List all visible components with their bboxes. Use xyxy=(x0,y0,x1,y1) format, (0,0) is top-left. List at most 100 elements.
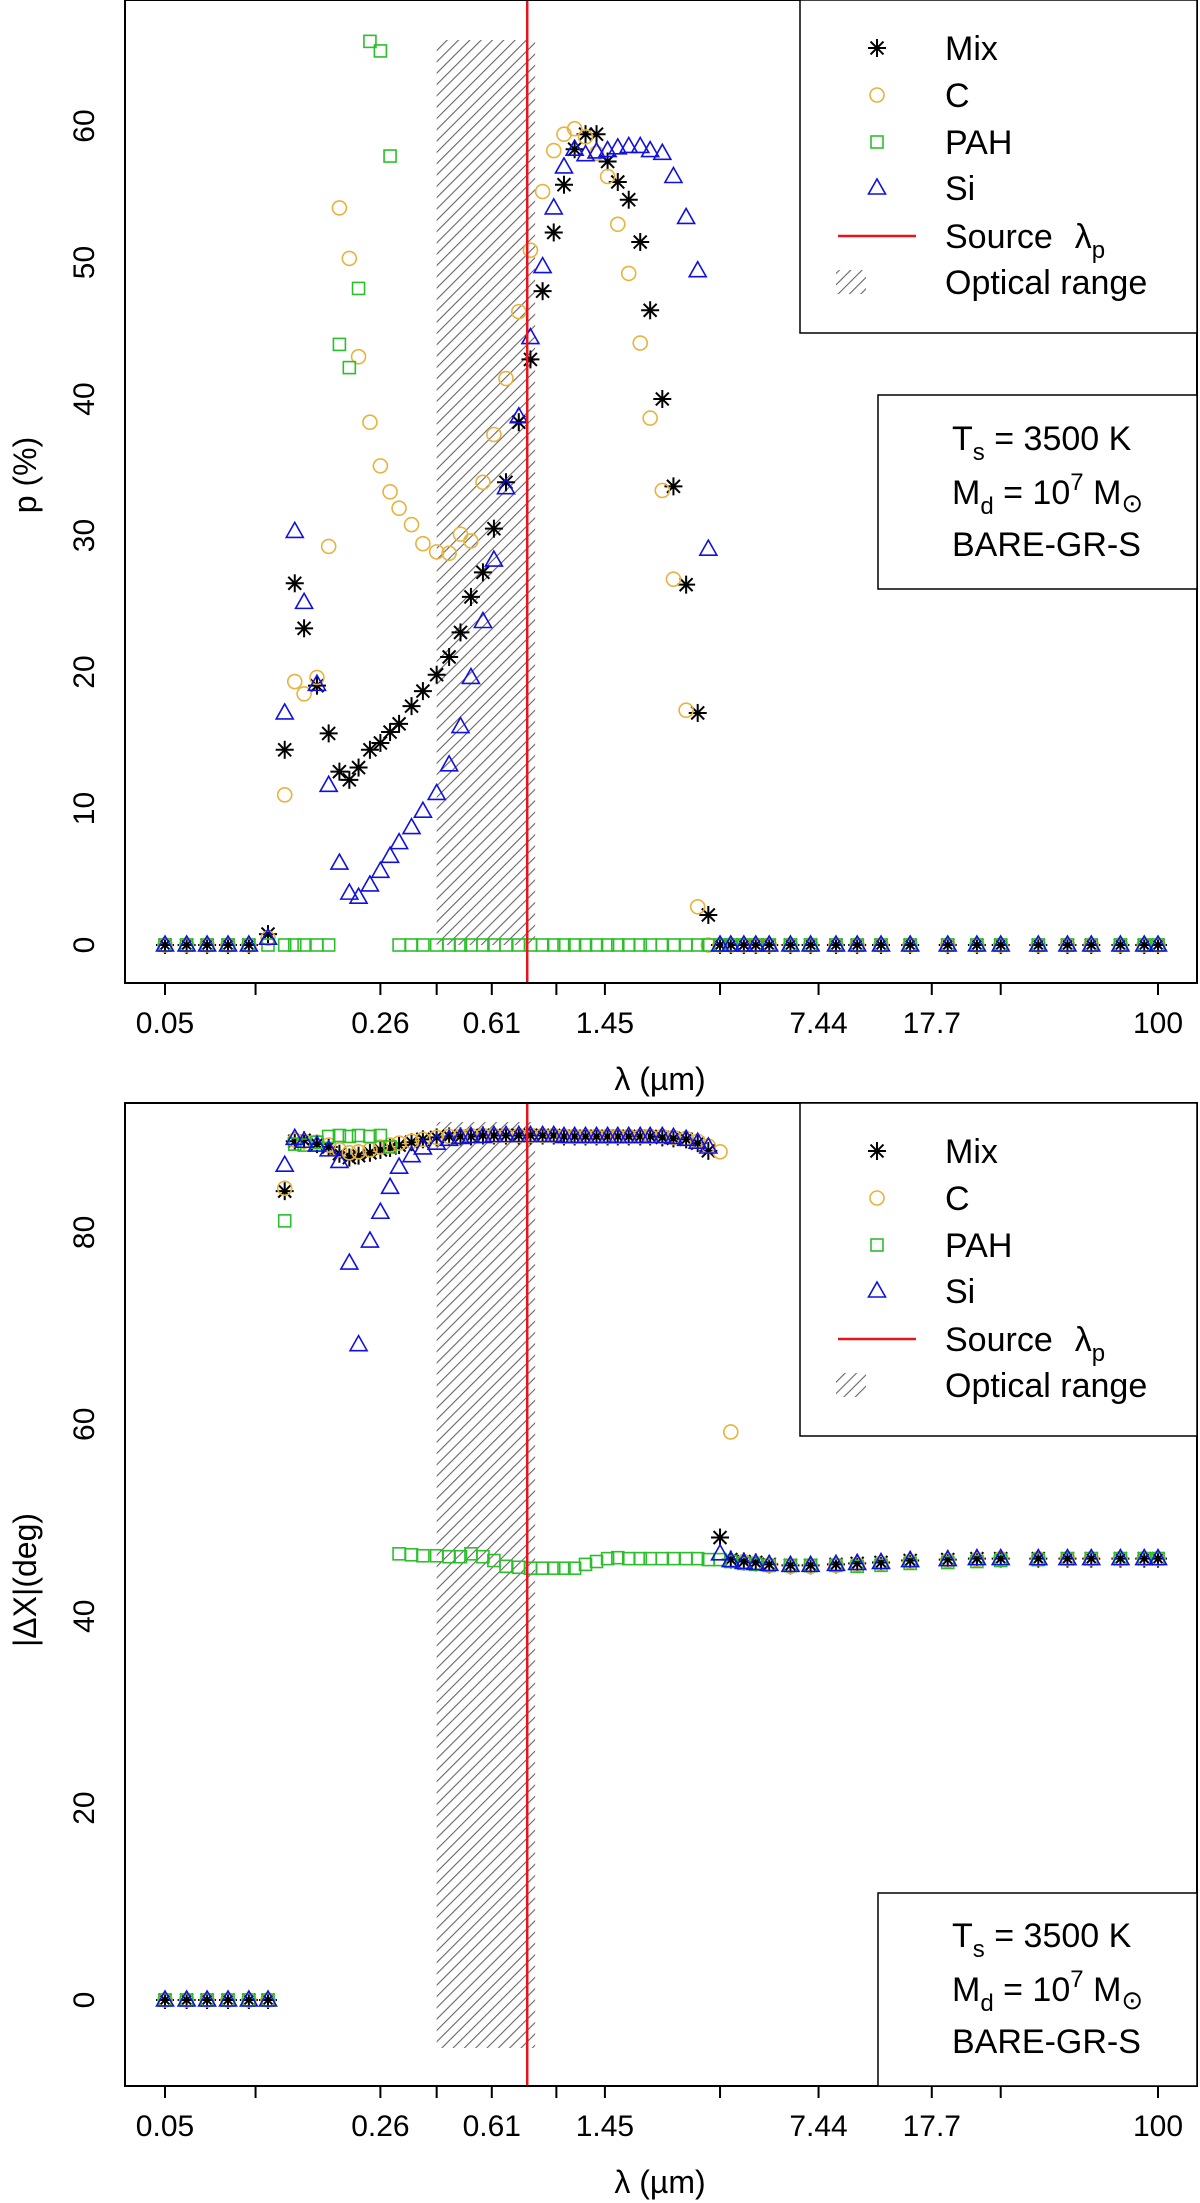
data-point-c xyxy=(331,1142,348,1158)
data-point-mix xyxy=(544,223,563,242)
data-point-pah xyxy=(655,1551,670,1566)
data-point-pah xyxy=(297,938,311,952)
x-tick-label: 100 xyxy=(1133,2110,1183,2143)
data-point-si xyxy=(389,1156,409,1174)
legend: Mix C PAH Si Source λp Optical range xyxy=(799,0,1198,334)
y-axis-title: |ΔX|(deg) xyxy=(7,1513,43,1647)
data-point-pah xyxy=(589,938,604,952)
data-point-si xyxy=(900,934,921,952)
data-point-mix xyxy=(641,301,660,320)
data-point-si xyxy=(871,934,891,952)
data-point-pah xyxy=(277,938,292,952)
data-point-si xyxy=(450,1126,471,1145)
data-point-c xyxy=(712,937,728,953)
data-point-si xyxy=(687,1131,708,1150)
data-point-mix xyxy=(653,390,672,408)
data-point-si xyxy=(630,1125,651,1144)
data-point-c xyxy=(534,183,551,200)
data-point-si xyxy=(532,255,553,274)
data-point-c xyxy=(545,142,562,159)
data-point-mix xyxy=(390,714,409,733)
data-point-c xyxy=(689,898,706,915)
data-point-mix xyxy=(521,350,540,369)
data-point-c xyxy=(939,1552,956,1569)
data-point-pah xyxy=(383,1140,397,1154)
data-point-c xyxy=(599,1128,616,1145)
data-point-c xyxy=(969,1551,985,1568)
data-point-mix xyxy=(402,697,421,716)
data-point-si xyxy=(698,1136,719,1154)
data-point-c xyxy=(276,1180,293,1197)
data-point-pah xyxy=(373,44,388,58)
data-point-mix xyxy=(275,740,294,759)
y-tick-label: 0 xyxy=(68,937,101,954)
data-point-si xyxy=(780,934,801,952)
legend-source-symbol: λ xyxy=(1075,218,1092,256)
data-point-si xyxy=(1028,934,1049,952)
data-point-si xyxy=(586,141,607,159)
x-tick-label: 17.7 xyxy=(903,1007,961,1040)
data-point-si xyxy=(937,934,958,952)
data-point-pah xyxy=(546,938,561,952)
x-tick-label: 0.61 xyxy=(463,1007,521,1040)
x-tick-label: 7.44 xyxy=(789,1007,847,1040)
data-point-si xyxy=(370,1201,391,1220)
data-point-pah xyxy=(342,1129,357,1144)
data-point-c xyxy=(296,686,312,702)
data-point-c xyxy=(286,673,303,690)
data-point-si xyxy=(630,135,651,154)
x-tick-label: 0.26 xyxy=(351,2110,409,2143)
data-point-si xyxy=(218,934,238,952)
data-point-si xyxy=(508,1124,529,1143)
legend-box xyxy=(799,1102,1198,1437)
y-tick-label: 40 xyxy=(68,1600,101,1633)
data-point-si xyxy=(847,1552,868,1571)
data-point-pah xyxy=(332,1128,347,1143)
legend-label-c: C xyxy=(945,1180,970,1218)
data-point-si xyxy=(663,1126,684,1145)
data-point-si xyxy=(543,1124,564,1143)
legend-marker-c xyxy=(869,1190,885,1206)
data-point-si xyxy=(780,1554,801,1573)
data-point-si xyxy=(370,860,391,879)
data-point-pah xyxy=(666,938,681,952)
data-point-si xyxy=(274,702,295,720)
legend-item-pah: PAH xyxy=(870,124,1012,162)
data-point-c xyxy=(178,1992,195,2008)
data-point-mix xyxy=(440,647,459,666)
info-box: Ts = 3500 K Md = 107 M⊙ BARE-GR-S xyxy=(877,1892,1198,2087)
x-tick-label: 0.61 xyxy=(463,2110,521,2143)
data-point-c xyxy=(486,426,502,443)
data-point-pah xyxy=(342,360,357,375)
data-point-si xyxy=(401,816,422,835)
data-point-c xyxy=(939,937,956,953)
x-tick-label: 0.05 xyxy=(136,1007,194,1040)
legend-label-mix: Mix xyxy=(945,1133,998,1171)
data-point-pah xyxy=(363,34,377,49)
data-point-si xyxy=(720,1549,741,1568)
data-point-pah xyxy=(546,1561,561,1576)
data-point-c xyxy=(665,571,682,587)
data-point-c xyxy=(1059,937,1076,953)
data-point-c xyxy=(362,414,378,431)
data-point-c xyxy=(642,410,658,426)
x-tick-label: 1.45 xyxy=(576,1007,634,1040)
x-tick-label: 1.45 xyxy=(576,2110,634,2143)
data-point-si xyxy=(318,774,339,793)
data-point-c xyxy=(849,1556,865,1573)
data-point-si xyxy=(554,156,574,174)
data-point-si xyxy=(564,138,585,157)
data-point-si xyxy=(990,934,1011,952)
data-point-c xyxy=(849,937,865,953)
data-point-si xyxy=(1148,1548,1168,1566)
data-point-c xyxy=(609,216,626,233)
data-point-c xyxy=(391,500,407,517)
data-point-mix xyxy=(699,905,718,924)
data-point-si xyxy=(426,1132,447,1150)
data-point-mix xyxy=(484,519,503,538)
data-point-si xyxy=(258,927,278,945)
y-tick-label: 60 xyxy=(68,1408,101,1441)
data-point-pah xyxy=(404,1547,419,1562)
data-point-si xyxy=(197,934,217,952)
